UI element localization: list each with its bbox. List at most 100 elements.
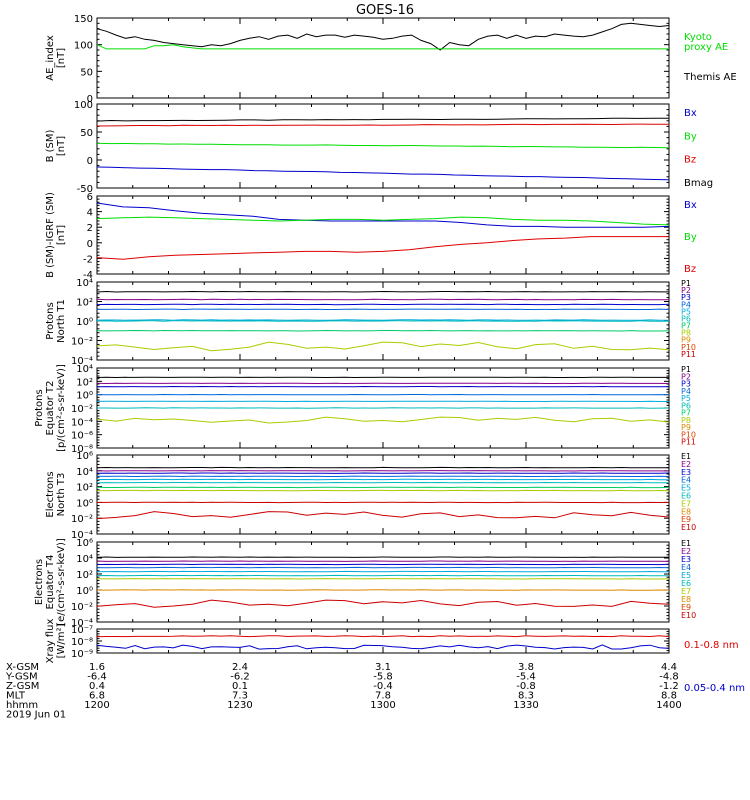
ytick-label: 10⁻⁴	[71, 356, 93, 367]
ylabel-line: Electrons	[34, 559, 45, 605]
legend-entry: P9	[681, 423, 691, 432]
ytick-label: 10⁴	[76, 467, 93, 478]
legend-entry: E2	[681, 460, 691, 469]
footer-value: -6.2	[230, 672, 250, 683]
footer-value: 1300	[370, 700, 395, 711]
ylabel-line: Protons	[34, 389, 45, 426]
legend-entry: P4	[681, 387, 691, 396]
footer-value: 2.4	[232, 662, 248, 673]
series-e10	[96, 599, 670, 608]
ylabel-line: [nT]	[56, 48, 67, 68]
ylabel-line: Equator T2	[45, 381, 56, 436]
ylabel-line: Xray flux	[45, 619, 56, 664]
legend-entry: Bz	[684, 155, 696, 166]
series-p7	[96, 329, 670, 332]
legend-entry: By	[684, 131, 697, 142]
footer-value: -6.4	[87, 672, 107, 683]
legend-entry: P1	[681, 279, 691, 288]
series-bx	[96, 166, 670, 181]
legend-entry: P2	[681, 286, 691, 295]
legend-entry: P9	[681, 336, 691, 345]
series-p5	[96, 319, 670, 321]
legend-entry: Bx	[684, 108, 697, 119]
legend-entry: P5	[681, 307, 691, 316]
footer-value: 1330	[513, 700, 538, 711]
footer-axis-group: X-GSM 1.6 2.4 3.1 3.8 4.4 Y-GSM -6.4 -6.2 -5.8 -5.…	[5, 662, 682, 721]
legend-entry: E2	[681, 547, 691, 556]
ytick-label: 10⁴	[76, 278, 93, 289]
ytick-label: 4	[87, 208, 93, 219]
ylabel-line: Protons	[45, 302, 56, 339]
footer-value: 7.8	[375, 691, 391, 702]
ytick-label: 10⁰	[76, 498, 93, 509]
legend-entry: E5	[681, 571, 691, 580]
legend-entry: E1	[681, 539, 691, 548]
footer-value: -5.8	[373, 672, 393, 683]
footer-value: 4.4	[661, 662, 677, 673]
legend-entry: E10	[681, 523, 696, 532]
ytick-label: 10⁴	[76, 554, 93, 565]
legend-entry: P10	[681, 343, 696, 352]
ytick-label: 10⁻⁴	[71, 618, 93, 629]
series-by	[96, 216, 670, 226]
series-bmag	[96, 117, 669, 122]
ytick-label: 10⁴	[76, 364, 93, 375]
series-0-1-0-8-nm	[96, 635, 670, 638]
panel-pnorth: 10⁻⁴ 10⁻² 10⁰ 10² 10⁴ Protons North T1 P1P2P3P4…	[45, 278, 696, 367]
ytick-label: 10⁻⁸	[71, 444, 93, 455]
ylabel-line: Electrons	[45, 471, 56, 517]
ytick-label: 10²	[76, 377, 93, 388]
footer-value: 1400	[656, 700, 681, 711]
legend-entry: P8	[681, 329, 691, 338]
ylabel-line: [p/(cm²-s-sr-keV)]	[56, 364, 67, 452]
series-bx	[96, 202, 670, 228]
legend-entry: Kyoto	[684, 32, 712, 43]
ytick-label: 10⁰	[76, 586, 93, 597]
legend-entry: P2	[681, 372, 691, 381]
footer-value: 1230	[227, 700, 252, 711]
ytick-label: 0	[87, 94, 93, 105]
ytick-label: 10⁻²	[71, 514, 93, 525]
ytick-label: -4	[83, 270, 93, 281]
legend-entry: Bmag	[684, 178, 713, 189]
footer-date: 2019 Jun 01	[6, 710, 66, 721]
legend-entry: E1	[681, 452, 691, 461]
ytick-label: 10⁰	[76, 317, 93, 328]
legend-entry: P7	[681, 409, 691, 418]
ytick-label: 2	[87, 223, 93, 234]
ytick-label: 10²	[76, 483, 93, 494]
footer-value: 1.6	[89, 662, 105, 673]
panel-frame-ae	[96, 17, 670, 99]
ytick-label: 50	[80, 128, 93, 139]
ylabel-line: North T1	[56, 299, 67, 343]
footer-value: 6.8	[89, 691, 105, 702]
series-p9	[96, 341, 670, 352]
legend-entry: Bx	[684, 200, 697, 211]
ytick-label: 10⁻²	[71, 602, 93, 613]
ytick-label: 0	[87, 156, 93, 167]
series-p2	[96, 298, 670, 301]
footer-row-label: X-GSM	[6, 662, 39, 673]
legend-entry: P11	[681, 438, 696, 447]
ylabel-line: [nT]	[56, 136, 67, 156]
legend-entry: E8	[681, 595, 691, 604]
ytick-label: 0	[87, 239, 93, 250]
ytick-label: -2	[83, 254, 93, 265]
legend-entry: P10	[681, 430, 696, 439]
series-bz	[96, 123, 670, 127]
ytick-label: 10⁻²	[71, 404, 93, 415]
footer-value: 1200	[84, 700, 109, 711]
footer-value: -0.4	[373, 681, 393, 692]
ytick-label: 150	[74, 14, 93, 25]
legend-entry: E3	[681, 468, 691, 477]
footer-row-label: hhmm	[6, 700, 38, 711]
series-themis-ae	[96, 22, 670, 51]
footer-value: -4.8	[659, 672, 679, 683]
legend-entry: E10	[681, 611, 696, 620]
ytick-label: 10⁶	[76, 451, 93, 462]
ylabel-line: B (SM)	[45, 129, 56, 162]
series-p7	[96, 416, 670, 424]
panel-frame-digrf	[96, 195, 670, 275]
legend-entry: E4	[681, 476, 691, 485]
footer-value: 8.3	[518, 691, 534, 702]
